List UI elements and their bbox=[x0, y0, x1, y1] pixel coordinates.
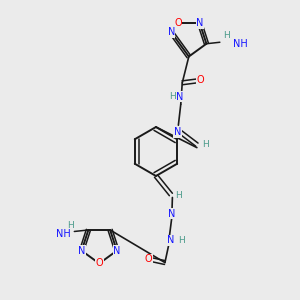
Text: N: N bbox=[78, 246, 85, 256]
Text: H: H bbox=[178, 236, 185, 245]
Text: N: N bbox=[196, 18, 203, 28]
Text: NH: NH bbox=[56, 229, 70, 239]
Text: O: O bbox=[174, 18, 182, 28]
Text: O: O bbox=[95, 259, 103, 269]
Text: O: O bbox=[145, 254, 152, 264]
Text: H: H bbox=[176, 190, 182, 200]
Text: H: H bbox=[67, 221, 74, 230]
Text: H: H bbox=[202, 140, 208, 149]
Text: N: N bbox=[168, 209, 176, 219]
Text: H: H bbox=[224, 31, 230, 40]
Text: N: N bbox=[167, 235, 175, 245]
Text: N: N bbox=[167, 27, 175, 37]
Text: O: O bbox=[197, 75, 205, 85]
Text: N: N bbox=[113, 246, 121, 256]
Text: H: H bbox=[169, 92, 176, 101]
Text: N: N bbox=[174, 127, 181, 137]
Text: NH: NH bbox=[233, 39, 248, 49]
Text: N: N bbox=[176, 92, 184, 102]
